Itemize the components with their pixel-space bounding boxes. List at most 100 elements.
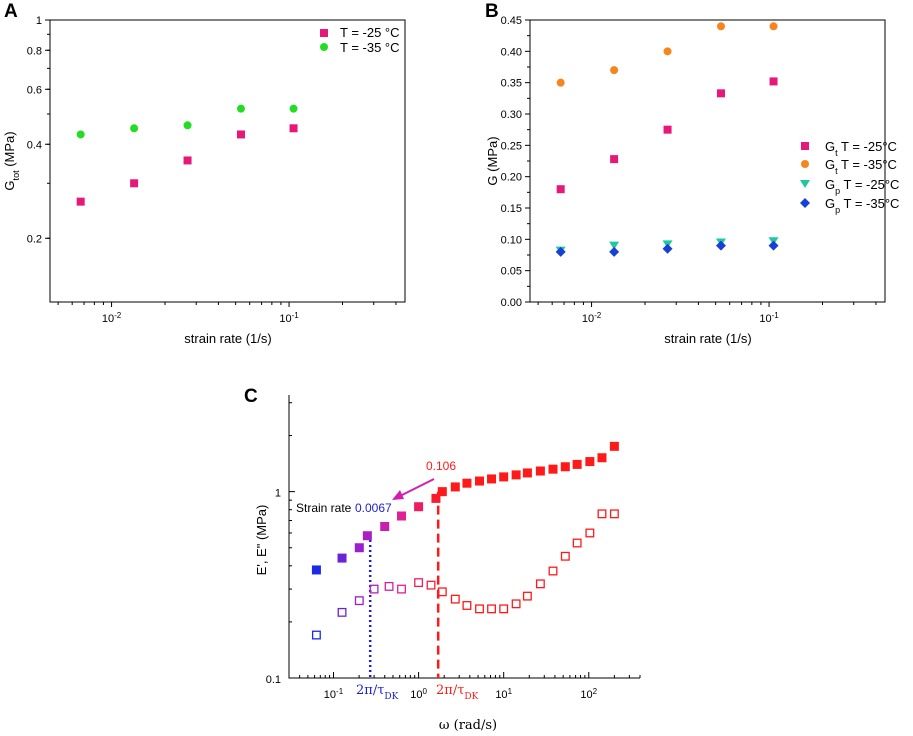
data-point-b-s0 [769,77,778,86]
data-point-b-s3 [768,240,779,251]
data-point-b-s0 [610,155,619,164]
data-point-b-s3 [555,246,566,257]
data-point-b-s3 [609,246,620,257]
data-point-loss-modulus [462,601,472,610]
panel-a-plot-frame [49,19,406,303]
legend-marker-circle [801,160,809,168]
legend-label-b-0: Gt T = -25°C [825,139,897,158]
arrow-head [392,490,404,500]
x-tick-label: 102 [580,687,597,702]
legend-label-a-1: T = -35 °C [340,40,400,55]
data-point-storage-modulus [380,522,390,532]
data-point-storage-modulus [597,453,607,463]
data-point-storage-modulus [548,464,558,474]
legend-marker-square [801,142,809,150]
data-point-storage-modulus [431,493,441,503]
data-point-b-s0 [663,125,672,134]
y-tick-label: 0.45 [501,15,522,27]
panel-a-y-axis-label: Gtot (MPa) [2,131,21,190]
y-tick-label: 0.30 [501,109,522,121]
legend-marker-diamond [800,198,810,208]
panel-b-x-axis-label: strain rate (1/s) [664,331,751,346]
data-point-a-s1 [183,121,192,130]
panel-label-a: A [4,1,18,22]
data-point-loss-modulus [437,587,447,597]
data-point-loss-modulus [384,581,394,591]
panel-b: 10-2 10-1 0.00 0.05 0.10 0.15 0.20 0.25 0.30 0.35… [485,15,899,346]
data-point-storage-modulus [414,502,424,512]
data-point-loss-modulus [337,607,347,617]
panel-a-legend: T = -25 °C T = -35 °C [320,25,400,55]
y-tick-label: 0.2 [27,233,42,245]
y-tick-label: 1 [36,15,42,27]
y-tick-label: 1 [275,488,281,500]
legend-marker-triangle [800,180,810,188]
panel-a: 10-2 10-10.20.40.60.81 strain rate (1/s) … [2,15,406,346]
data-point-loss-modulus [311,630,321,640]
legend-label-a-0: T = -25 °C [340,25,400,40]
x-tick-label: 10-1 [759,311,779,326]
panel-a-ticks: 10-2 10-1 0.2 0.4 0.6 0.8 1 [27,15,397,326]
y-tick-label: 0.25 [501,140,522,152]
data-point-b-s1 [556,78,565,87]
data-point-a-s1 [76,130,85,139]
data-point-b-s3 [715,240,726,251]
data-point-storage-modulus [311,565,321,575]
data-point-storage-modulus [609,441,619,451]
data-point-storage-modulus [585,457,595,467]
data-point-storage-modulus [354,543,364,553]
x-tick-label: 10-1 [324,687,344,702]
y-tick-label: 0.40 [501,46,522,58]
panel-label-c: C [244,386,258,407]
data-point-a-s0 [289,124,298,133]
data-point-storage-modulus [437,487,447,497]
data-point-b-s0 [716,89,725,98]
data-point-a-s1 [289,104,298,113]
data-point-loss-modulus [597,509,607,519]
annotation-strain-rate: Strain rate [296,501,352,515]
legend-marker-circle [320,43,328,51]
data-point-a-s0 [236,130,245,139]
x-tick-label: 10-2 [102,311,122,326]
y-tick-label: 0.6 [27,84,42,96]
data-point-a-s1 [236,104,245,113]
vline-label-high: 2π/τDK [436,683,479,702]
panel-c-marks [311,441,619,678]
panel-a-marks [76,104,298,206]
annotation-rate-high: 0.106 [426,459,456,473]
data-point-loss-modulus [426,580,436,590]
data-point-b-s1 [610,66,619,75]
data-point-loss-modulus [450,594,460,604]
data-point-storage-modulus [499,472,509,482]
data-point-b-s3 [662,243,673,254]
x-tick-label: 10-2 [582,311,602,326]
panel-c-y-axis-label: E', E" (MPa) [254,505,269,576]
data-point-loss-modulus [499,604,509,614]
data-point-loss-modulus [572,538,582,548]
y-tick-label: 0.1 [266,674,281,686]
y-tick-label: 0.15 [501,203,522,215]
data-point-loss-modulus [369,584,379,594]
legend-label-b-2: Gp T = -25°C [825,177,899,196]
arrow-shaft [399,478,435,497]
panel-c: 10-1 100 101 102 0.1 1 ω (rad/s) E', E" (MPa)… [254,395,641,733]
panel-c-x-axis-label: ω (rad/s) [439,718,497,733]
y-tick-label: 0.8 [27,45,42,57]
y-tick-label: 0.00 [501,297,522,309]
data-point-loss-modulus [522,591,532,601]
data-point-loss-modulus [548,566,558,576]
data-point-b-s1 [769,22,778,31]
data-point-loss-modulus [354,596,364,606]
data-point-loss-modulus [535,579,545,589]
data-point-storage-modulus [337,553,347,563]
data-point-storage-modulus [450,482,460,492]
y-tick-label: 0.10 [501,234,522,246]
panel-b-y-axis-label: G (MPa) [485,136,500,185]
data-point-storage-modulus [475,476,485,486]
legend-label-b-3: Gp T = -35°C [825,196,899,215]
data-point-loss-modulus [397,584,406,594]
data-point-a-s0 [183,156,192,165]
panel-b-legend: Gt T = -25°C Gt T = -35°C Gp T = -25°C G… [800,139,899,215]
data-point-loss-modulus [487,604,496,614]
data-point-b-s1 [716,22,725,31]
